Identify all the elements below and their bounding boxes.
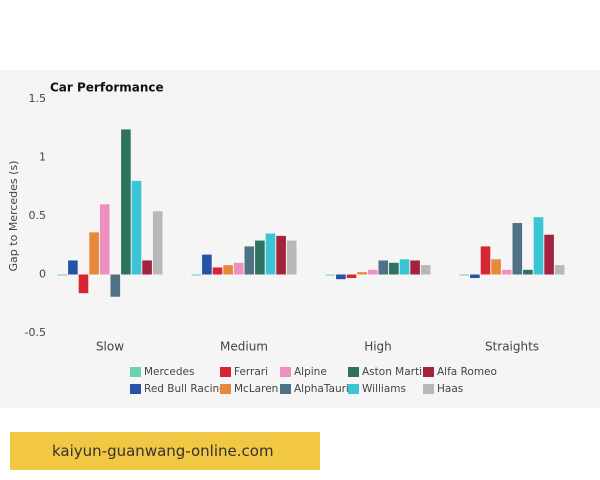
bar xyxy=(286,240,297,275)
bar xyxy=(244,246,255,275)
legend-swatch xyxy=(423,384,434,394)
y-tick-label: 0.5 xyxy=(29,209,47,222)
bar xyxy=(523,269,533,275)
y-tick-label: -0.5 xyxy=(25,326,46,339)
bar xyxy=(276,235,286,275)
banner: kaiyun-guanwang-online.com xyxy=(10,432,320,470)
y-axis-label: Gap to Mercedes (s) xyxy=(7,161,20,272)
bar xyxy=(501,269,512,275)
bar xyxy=(110,274,121,297)
bar xyxy=(223,265,233,275)
bar xyxy=(131,180,142,275)
bar xyxy=(57,274,68,276)
legend-label: Mercedes xyxy=(144,366,194,378)
bar xyxy=(68,260,78,275)
bar xyxy=(325,274,336,276)
x-tick-label: Medium xyxy=(220,340,268,354)
x-tick-label: Slow xyxy=(96,340,124,354)
legend-swatch xyxy=(348,384,359,394)
bar xyxy=(480,246,491,275)
legend-swatch xyxy=(280,367,291,377)
bar xyxy=(378,260,389,275)
legend-label: McLaren xyxy=(234,383,278,395)
bar xyxy=(410,260,420,275)
legend-label: Alfa Romeo xyxy=(437,366,497,378)
bar xyxy=(389,262,399,275)
x-tick-label: Straights xyxy=(485,340,539,354)
bar xyxy=(99,204,110,275)
bar xyxy=(336,274,346,280)
legend-swatch xyxy=(423,367,434,377)
legend-label: AlphaTauri xyxy=(294,383,349,395)
legend-label: Haas xyxy=(437,383,463,395)
bar xyxy=(142,260,152,275)
bar xyxy=(420,265,431,275)
y-tick-label: 0 xyxy=(39,268,46,281)
bar xyxy=(233,262,244,275)
legend-label: Red Bull Racing xyxy=(144,383,226,395)
legend-label: Williams xyxy=(362,383,406,395)
bar xyxy=(399,259,410,275)
bar xyxy=(89,232,99,275)
bar xyxy=(544,234,554,275)
bar xyxy=(202,254,212,275)
legend-label: Ferrari xyxy=(234,366,268,378)
bar xyxy=(470,274,480,279)
legend-swatch xyxy=(220,384,231,394)
bar xyxy=(357,272,367,275)
bar xyxy=(265,233,276,275)
bar xyxy=(491,259,501,275)
legend-swatch xyxy=(220,367,231,377)
bar xyxy=(212,267,223,275)
bar xyxy=(78,274,89,294)
legend-swatch xyxy=(280,384,291,394)
bar xyxy=(512,223,523,275)
bar xyxy=(346,274,357,279)
bar xyxy=(459,274,470,276)
bar xyxy=(191,274,202,276)
y-tick-label: 1 xyxy=(39,151,46,164)
bar xyxy=(152,211,163,275)
bar xyxy=(554,265,565,275)
legend-swatch xyxy=(348,367,359,377)
bar xyxy=(533,217,544,275)
bar xyxy=(367,269,378,275)
bar xyxy=(121,129,131,275)
legend-swatch xyxy=(130,367,141,377)
chart-title: Car Performance xyxy=(50,81,164,95)
legend-swatch xyxy=(130,384,141,394)
bar xyxy=(255,240,265,275)
x-tick-label: High xyxy=(364,340,392,354)
legend-label: Alpine xyxy=(294,366,327,378)
y-tick-label: 1.5 xyxy=(29,92,47,105)
legend-label: Aston Martin xyxy=(362,366,429,378)
